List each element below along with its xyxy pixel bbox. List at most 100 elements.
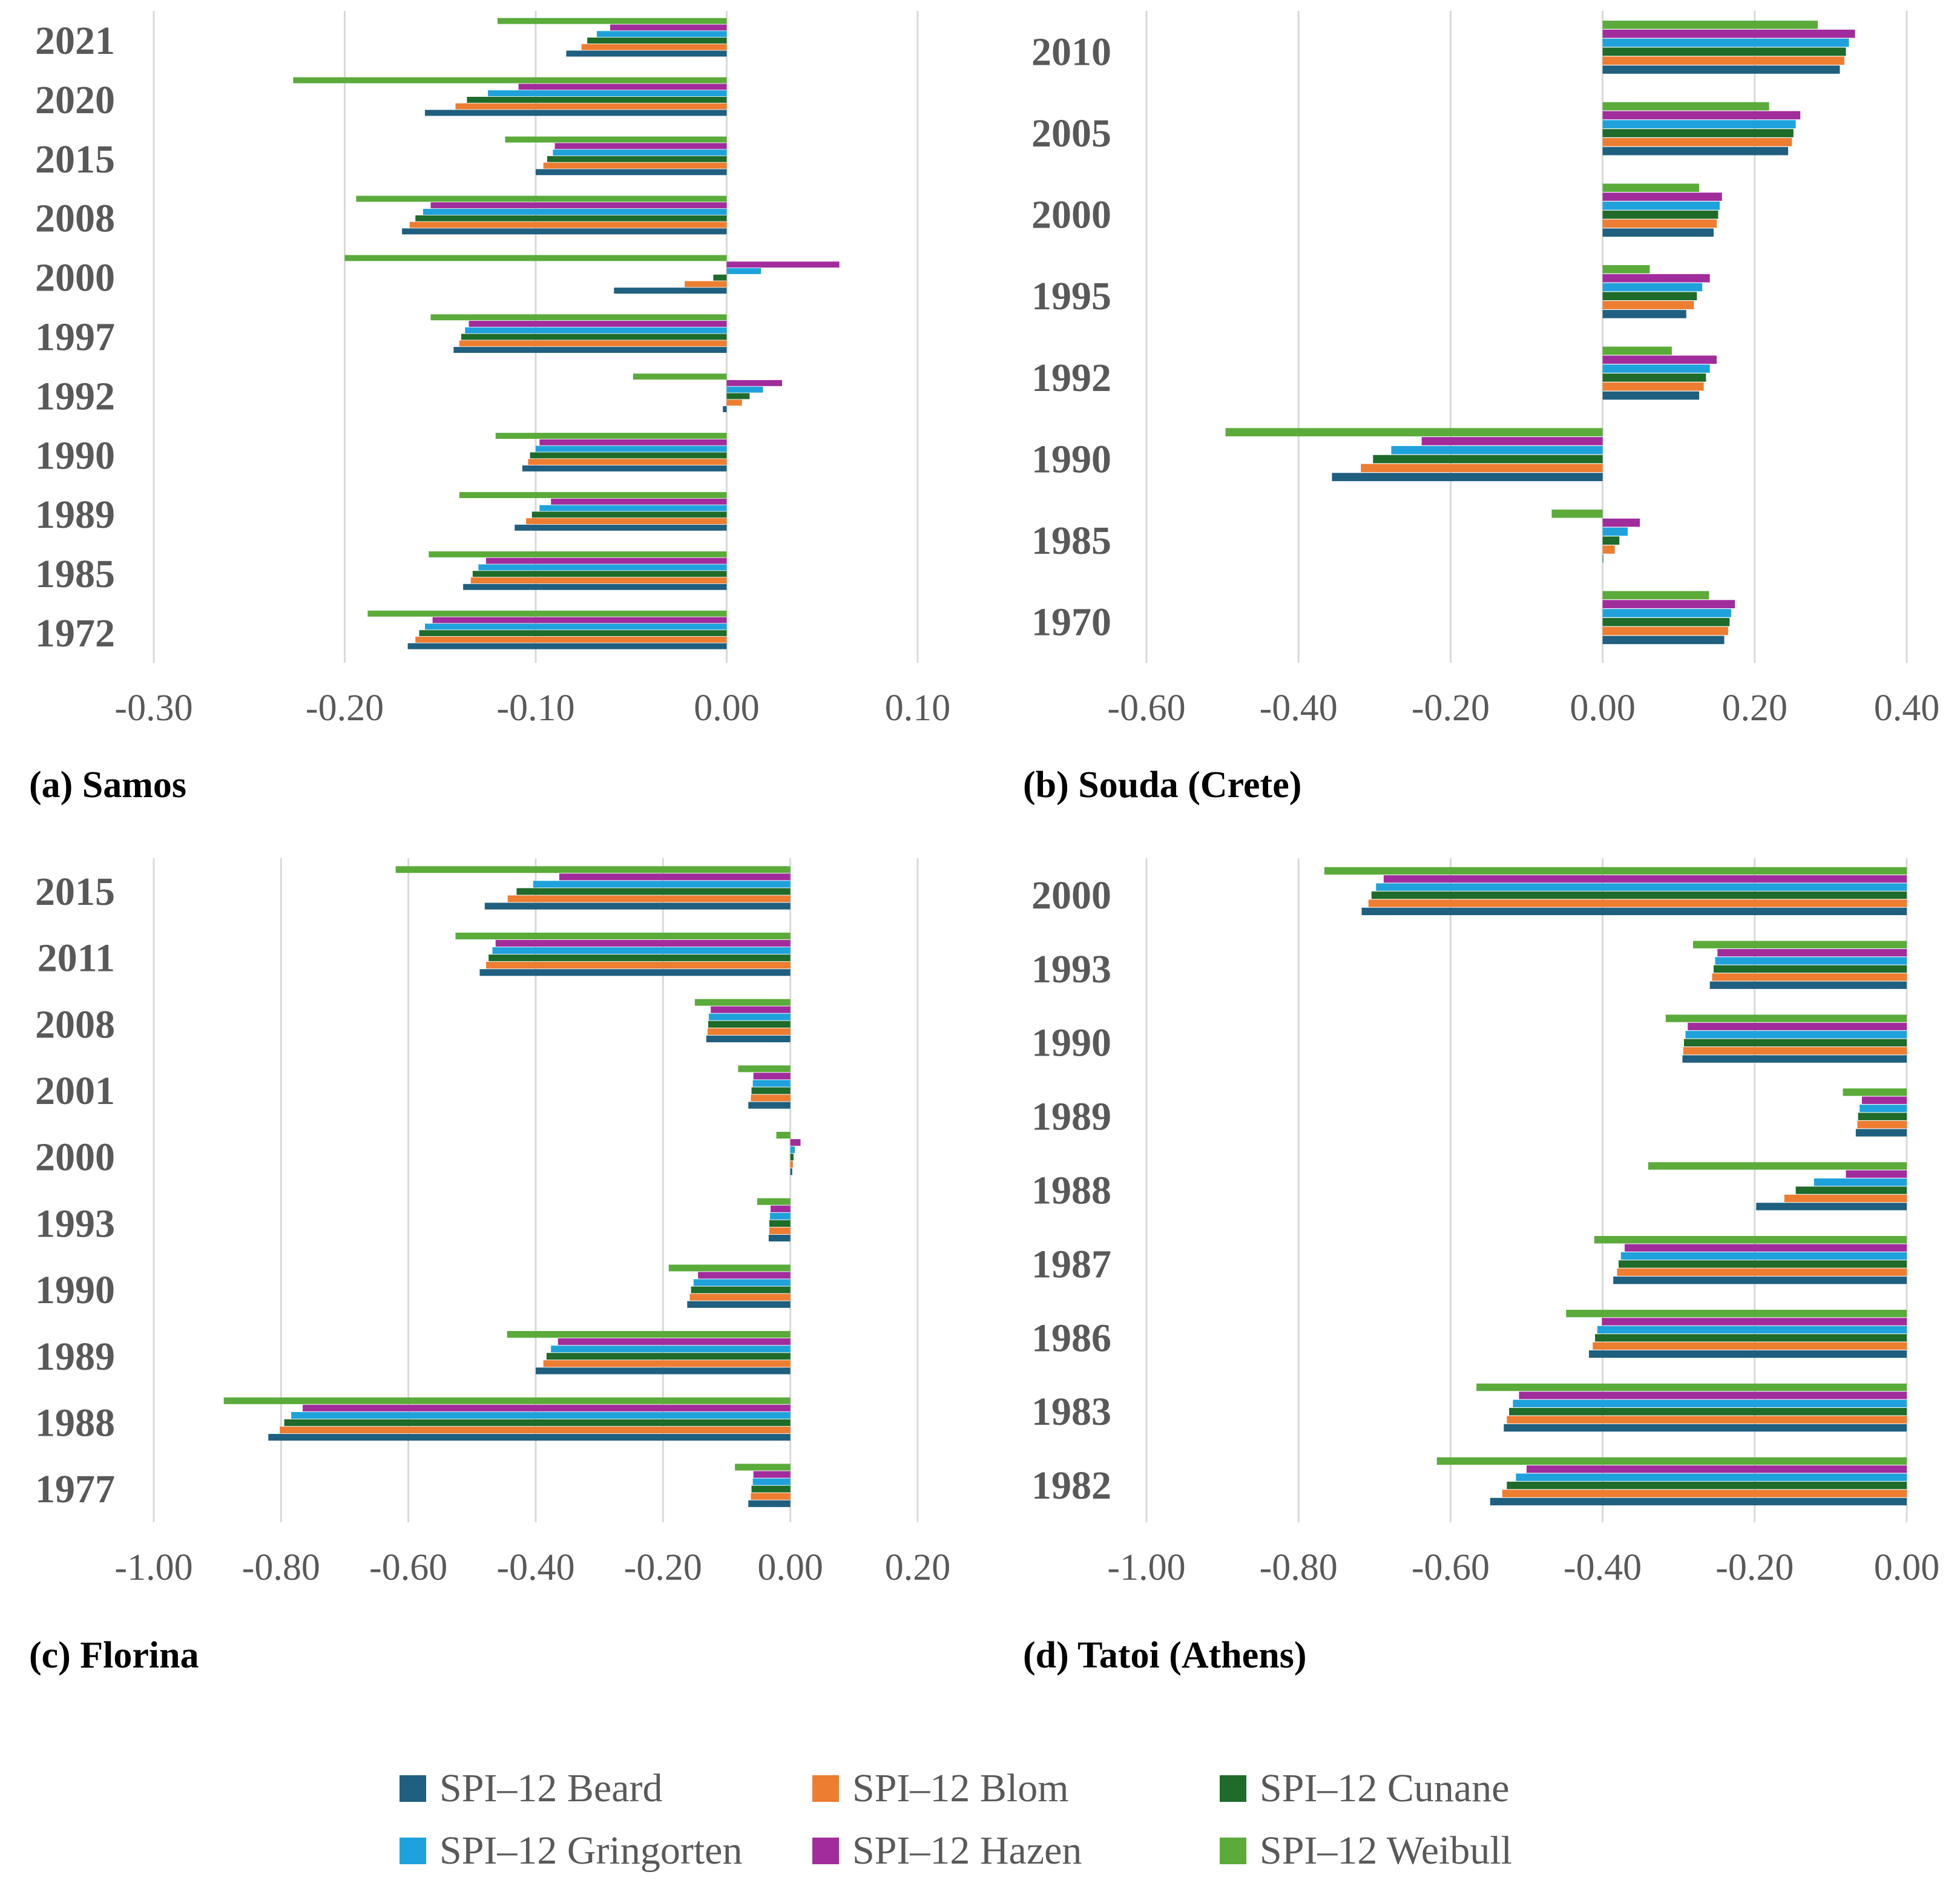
legend-swatch-beard xyxy=(400,1775,426,1802)
bar xyxy=(1602,283,1703,292)
bar xyxy=(1613,1276,1907,1284)
bar xyxy=(1566,1309,1907,1318)
bar xyxy=(751,1094,791,1102)
bar xyxy=(1715,957,1907,965)
bar xyxy=(459,340,727,347)
bar xyxy=(707,1028,791,1035)
category-label: 1990 xyxy=(35,1268,115,1312)
chart-panel-1: -0.60 -0.40 -0.20 0.00 0.20 0.40 2010 2005 2000 1… xyxy=(1031,11,1939,729)
bar xyxy=(1602,21,1818,29)
bar xyxy=(726,380,782,386)
bar xyxy=(1527,1465,1907,1473)
bar xyxy=(467,96,727,103)
bar xyxy=(518,84,727,90)
bar xyxy=(425,623,727,630)
bar xyxy=(1620,1252,1907,1260)
bar xyxy=(790,1154,794,1161)
bar xyxy=(769,1227,791,1235)
bar xyxy=(1693,941,1907,948)
bar xyxy=(536,445,727,452)
bar xyxy=(484,902,791,910)
legend-label-beard: SPI–12 Beard xyxy=(439,1766,663,1810)
bar xyxy=(430,314,727,321)
bar xyxy=(685,281,727,288)
x-tick-label: 0.00 xyxy=(694,688,760,729)
bar xyxy=(753,1073,791,1080)
bar xyxy=(1602,192,1722,201)
bar xyxy=(726,268,761,274)
bar xyxy=(492,947,791,954)
category-label: 1989 xyxy=(1031,1095,1111,1139)
x-tick-label: -1.00 xyxy=(1107,1547,1185,1588)
x-tick-label: -1.00 xyxy=(114,1547,192,1588)
bar xyxy=(1602,102,1769,111)
bar xyxy=(530,452,727,459)
bar xyxy=(1602,120,1796,129)
bar xyxy=(559,873,791,881)
category-label: 2000 xyxy=(1031,873,1111,918)
bar xyxy=(1648,1162,1907,1170)
bar xyxy=(507,895,791,902)
bar xyxy=(1855,1129,1907,1137)
x-tick-label: 0.00 xyxy=(1570,688,1636,729)
bar xyxy=(1602,382,1704,391)
bar xyxy=(726,386,763,393)
bar xyxy=(1602,346,1672,355)
bar xyxy=(528,459,727,465)
bar xyxy=(280,1427,791,1434)
bar xyxy=(1713,965,1907,973)
bar xyxy=(425,110,727,116)
bar xyxy=(694,999,791,1006)
bar xyxy=(668,1264,791,1272)
bar xyxy=(633,373,727,380)
category-label: 1995 xyxy=(1031,274,1111,318)
bar xyxy=(515,524,727,531)
category-label: 1993 xyxy=(35,1201,115,1246)
bar xyxy=(522,465,727,472)
bar xyxy=(1784,1194,1907,1203)
bar xyxy=(1371,891,1907,899)
category-label: 2000 xyxy=(35,256,115,300)
bar xyxy=(516,888,791,895)
x-tick-label: 0.40 xyxy=(1874,688,1940,729)
category-label: 1982 xyxy=(1031,1464,1111,1508)
bar xyxy=(1625,1244,1907,1252)
x-tick-label: -0.60 xyxy=(1412,1547,1490,1588)
bar xyxy=(1602,29,1855,38)
bar xyxy=(1602,138,1792,146)
bar xyxy=(1516,1473,1907,1481)
bar xyxy=(485,962,791,969)
bar xyxy=(423,209,727,215)
bar xyxy=(1602,301,1694,309)
bar xyxy=(1602,228,1714,237)
bar xyxy=(539,505,727,511)
bar xyxy=(432,617,727,623)
x-tick-label: -0.30 xyxy=(114,688,192,729)
category-label: 1992 xyxy=(35,374,115,418)
x-tick-label: -0.40 xyxy=(496,1547,574,1588)
category-label: 2011 xyxy=(38,936,115,981)
category-label: 2000 xyxy=(35,1135,115,1180)
bar xyxy=(463,583,727,590)
bar xyxy=(531,511,727,518)
bar xyxy=(1683,1039,1907,1046)
bar xyxy=(1617,1268,1907,1276)
bar xyxy=(395,866,791,873)
x-tick-label: 0.00 xyxy=(1874,1547,1940,1588)
legend-swatch-weibull xyxy=(1220,1838,1246,1864)
x-tick-label: 0.20 xyxy=(1722,688,1788,729)
bar xyxy=(726,393,750,399)
bar xyxy=(1602,310,1686,318)
x-tick-label: -0.40 xyxy=(1564,1547,1642,1588)
bar xyxy=(1513,1399,1907,1407)
bar xyxy=(790,1168,792,1175)
category-label: 1977 xyxy=(35,1467,115,1511)
x-tick-label: -0.20 xyxy=(1715,1547,1794,1588)
bar xyxy=(455,103,727,110)
category-label: 1988 xyxy=(35,1401,115,1445)
bar xyxy=(526,518,727,525)
category-label: 2008 xyxy=(35,197,115,241)
bar xyxy=(1373,455,1603,464)
bar xyxy=(415,215,727,222)
bar xyxy=(1324,867,1907,875)
